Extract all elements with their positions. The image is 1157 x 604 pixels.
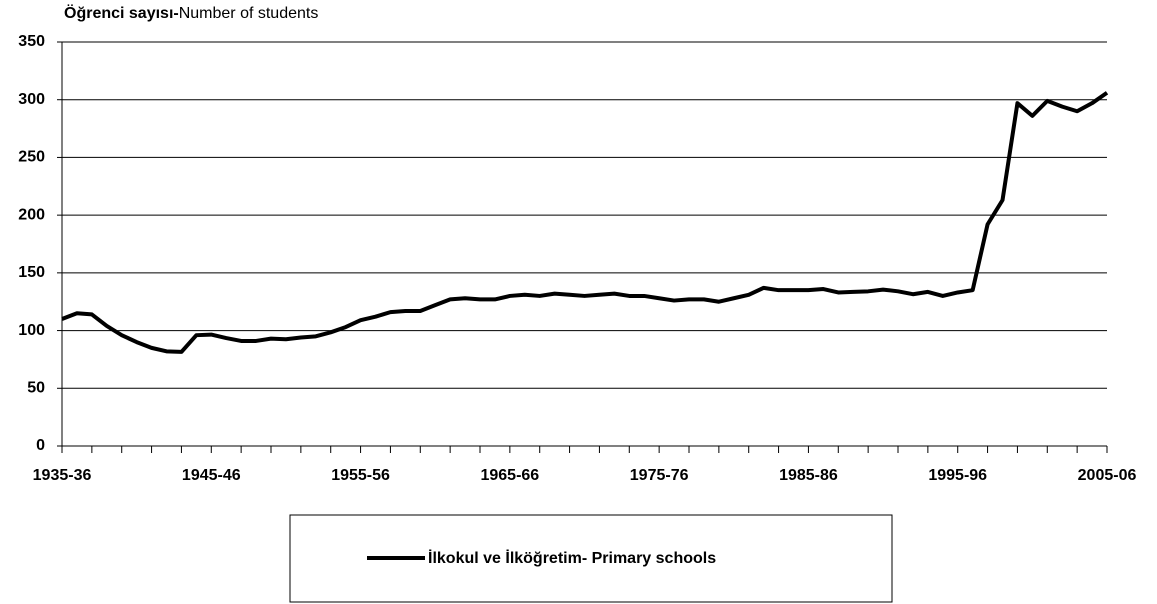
y-tick-label: 200 [18, 206, 45, 223]
y-tick-label: 150 [18, 264, 45, 281]
series-line [61, 91, 1109, 354]
x-tick-label: 1975-76 [630, 467, 689, 484]
x-tick-label: 1965-66 [480, 467, 539, 484]
legend-label: İlkokul ve İlköğretim- Primary schools [428, 549, 716, 567]
y-tick-label: 250 [18, 149, 45, 166]
title-normal: Number of students [179, 5, 319, 22]
chart-title: Öğrenci sayısı-Number of students [64, 3, 318, 22]
x-tick-label: 1995-96 [928, 467, 987, 484]
y-tick-label: 0 [36, 437, 45, 454]
y-tick-label: 300 [18, 91, 45, 108]
y-tick-label: 50 [27, 380, 45, 397]
x-tick-label: 1955-56 [331, 467, 390, 484]
y-tick-label: 350 [18, 33, 45, 50]
x-tick-label: 1985-86 [779, 467, 838, 484]
y-tick-label: 100 [18, 322, 45, 339]
title-bold: Öğrenci sayısı- [64, 3, 179, 22]
x-tick-label: 2005-06 [1078, 467, 1137, 484]
x-tick-label: 1935-36 [33, 467, 92, 484]
x-tick-label: 1945-46 [182, 467, 241, 484]
